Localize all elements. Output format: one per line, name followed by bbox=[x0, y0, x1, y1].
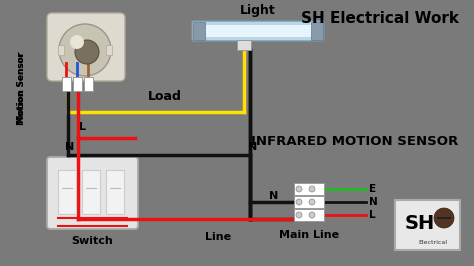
Bar bbox=[294, 209, 324, 221]
Text: Motion Sensor: Motion Sensor bbox=[18, 53, 27, 123]
Circle shape bbox=[296, 186, 302, 192]
Circle shape bbox=[75, 40, 99, 64]
FancyBboxPatch shape bbox=[47, 157, 138, 229]
Circle shape bbox=[309, 212, 315, 218]
FancyBboxPatch shape bbox=[47, 13, 125, 81]
Text: N: N bbox=[269, 191, 278, 201]
Circle shape bbox=[309, 186, 315, 192]
Bar bbox=[62, 77, 71, 91]
Text: L: L bbox=[79, 122, 86, 132]
Text: Line: Line bbox=[205, 232, 231, 242]
Bar bbox=[84, 77, 93, 91]
Circle shape bbox=[309, 199, 315, 205]
Text: N: N bbox=[369, 197, 378, 207]
Text: Light: Light bbox=[240, 4, 276, 17]
Text: SH Electrical Work: SH Electrical Work bbox=[301, 11, 459, 26]
Circle shape bbox=[59, 24, 111, 76]
Text: INFRARED MOTION SENSOR: INFRARED MOTION SENSOR bbox=[251, 135, 459, 148]
Text: Electrical: Electrical bbox=[418, 240, 447, 245]
FancyBboxPatch shape bbox=[192, 21, 324, 41]
Circle shape bbox=[296, 199, 302, 205]
Bar bbox=[58, 45, 64, 55]
Bar bbox=[82, 170, 100, 214]
Bar bbox=[106, 170, 124, 214]
Text: Load: Load bbox=[148, 90, 182, 103]
Bar bbox=[294, 183, 324, 195]
Bar bbox=[294, 196, 324, 208]
Bar bbox=[201, 25, 315, 37]
Text: Motion Sensor: Motion Sensor bbox=[18, 51, 27, 125]
Bar bbox=[58, 170, 76, 214]
Text: N: N bbox=[248, 142, 257, 152]
Circle shape bbox=[70, 35, 84, 49]
Bar bbox=[106, 45, 112, 55]
Text: Main Line: Main Line bbox=[279, 230, 339, 240]
Bar bbox=[395, 200, 460, 250]
Text: Switch: Switch bbox=[72, 236, 113, 246]
Circle shape bbox=[296, 212, 302, 218]
Bar bbox=[73, 77, 82, 91]
Text: N: N bbox=[65, 142, 74, 152]
Bar bbox=[237, 40, 251, 50]
Text: L: L bbox=[369, 210, 375, 220]
Bar bbox=[193, 22, 205, 40]
Text: E: E bbox=[369, 184, 376, 194]
Text: SH: SH bbox=[405, 214, 435, 233]
Circle shape bbox=[434, 208, 454, 228]
Bar bbox=[311, 22, 323, 40]
